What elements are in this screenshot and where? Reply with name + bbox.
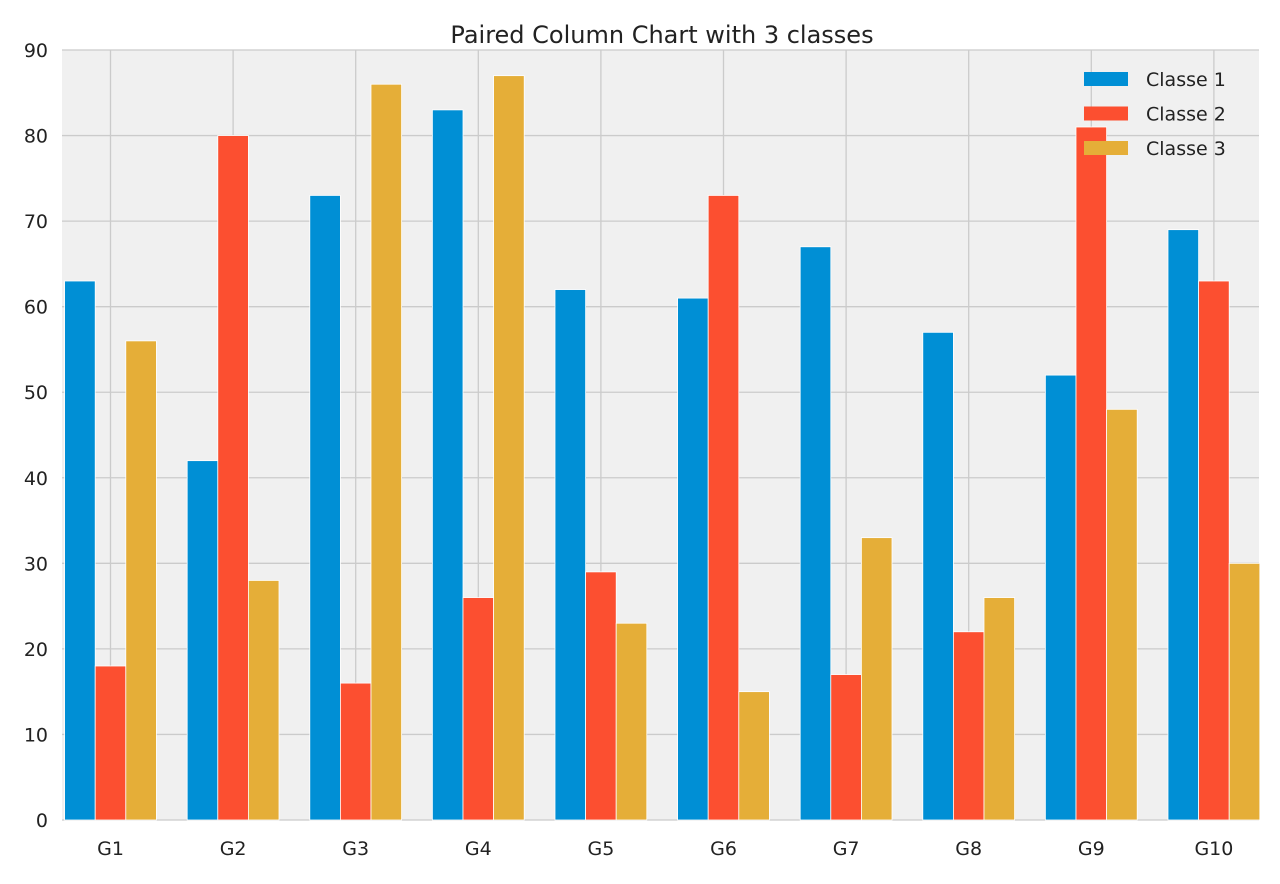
x-tick-label: G2 <box>220 838 247 860</box>
y-tick-label: 60 <box>24 297 48 319</box>
y-tick-label: 90 <box>24 40 48 62</box>
x-tick-label: G10 <box>1194 838 1233 860</box>
bar-classe-3-g4 <box>493 75 525 821</box>
bar-classe-3-g10 <box>1228 562 1261 821</box>
bar-classe-3-g5 <box>615 622 648 821</box>
bar-classe-3-g2 <box>247 580 280 821</box>
legend-label: Classe 3 <box>1146 138 1226 160</box>
y-tick-label: 80 <box>24 126 48 148</box>
x-tick-label: G6 <box>710 838 737 860</box>
bars <box>64 75 1261 821</box>
y-tick-label: 70 <box>24 211 48 233</box>
x-tick-label: G8 <box>955 838 982 860</box>
x-tick-label: G3 <box>342 838 369 860</box>
y-axis-ticks: 0 10 20 30 40 50 60 70 80 90 <box>24 40 48 832</box>
bar-classe-3-g7 <box>861 537 893 821</box>
bar-classe-2-g3 <box>339 682 372 821</box>
bar-classe-1-g9 <box>1045 374 1077 821</box>
legend-swatch <box>1084 106 1128 121</box>
legend-swatch <box>1084 72 1128 86</box>
x-tick-label: G7 <box>833 838 860 860</box>
bar-classe-2-g9 <box>1075 126 1108 821</box>
bar-classe-1-g3 <box>309 195 341 821</box>
bar-classe-1-g10 <box>1167 229 1200 821</box>
bar-classe-2-g4 <box>462 597 495 821</box>
bar-classe-1-g2 <box>186 460 219 821</box>
chart-title: Paired Column Chart with 3 classes <box>450 21 873 49</box>
legend-label: Classe 2 <box>1146 104 1226 126</box>
x-tick-label: G1 <box>97 838 124 860</box>
bar-classe-1-g1 <box>64 280 96 821</box>
bar-classe-1-g8 <box>922 331 954 821</box>
x-tick-label: G9 <box>1078 838 1105 860</box>
bar-classe-2-g10 <box>1198 280 1230 821</box>
bar-classe-3-g8 <box>983 597 1016 821</box>
bar-classe-2-g8 <box>953 631 985 821</box>
y-tick-label: 40 <box>24 468 48 490</box>
bar-classe-3-g1 <box>125 340 157 821</box>
bar-classe-2-g7 <box>830 674 862 821</box>
bar-classe-1-g4 <box>431 109 464 821</box>
x-tick-label: G4 <box>465 838 492 860</box>
bar-classe-2-g6 <box>707 195 740 821</box>
x-tick-label: G5 <box>587 838 614 860</box>
y-tick-label: 50 <box>24 382 48 404</box>
bar-classe-3-g3 <box>370 83 403 821</box>
y-tick-label: 30 <box>24 553 48 575</box>
legend-swatch <box>1084 141 1128 155</box>
bar-classe-1-g6 <box>677 297 709 821</box>
legend: Classe 1 Classe 2 Classe 3 <box>1084 69 1226 160</box>
bar-classe-3-g9 <box>1106 408 1138 821</box>
bar-classe-3-g6 <box>738 691 770 821</box>
y-tick-label: 20 <box>24 639 48 661</box>
x-axis-ticks: G1 G2 G3 G4 G5 G6 G7 G8 G9 G10 <box>97 838 1233 860</box>
bar-classe-2-g1 <box>94 665 127 821</box>
bar-classe-1-g7 <box>799 246 832 821</box>
bar-classe-2-g2 <box>217 135 249 821</box>
y-tick-label: 0 <box>36 810 48 832</box>
legend-label: Classe 1 <box>1146 69 1226 91</box>
bar-classe-1-g5 <box>554 289 587 821</box>
y-tick-label: 10 <box>24 724 48 746</box>
bar-classe-2-g5 <box>585 571 617 821</box>
